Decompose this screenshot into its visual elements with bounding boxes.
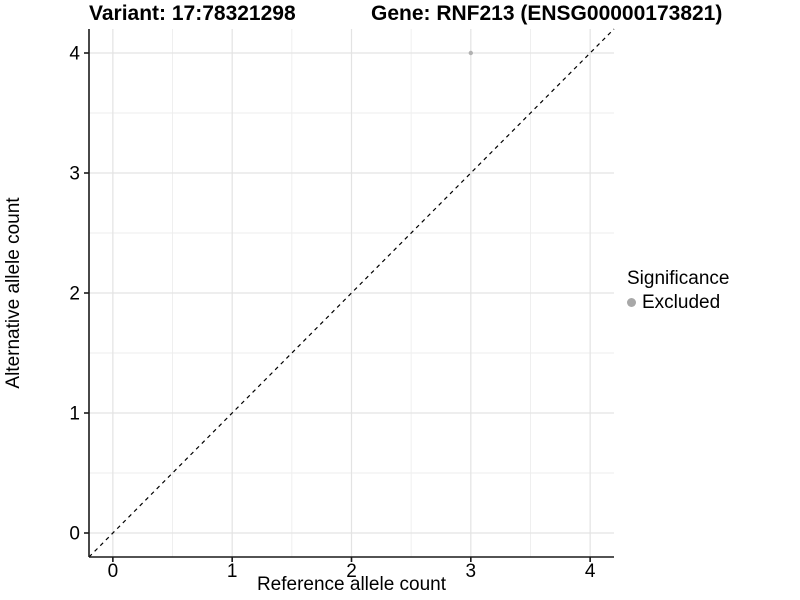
y-axis-tick-label: 2	[69, 284, 80, 305]
x-axis-tick-label: 1	[227, 561, 238, 582]
x-axis-title: Reference allele count	[256, 574, 447, 595]
y-axis-tick-label: 4	[69, 44, 80, 65]
x-axis-tick-label: 4	[585, 561, 596, 582]
y-axis-tick-label: 1	[69, 404, 80, 425]
x-axis-tick-label: 0	[108, 561, 119, 582]
y-axis-tick-label: 3	[69, 164, 80, 185]
y-axis-title: Alternative allele count	[3, 197, 24, 389]
legend-key-dot	[627, 298, 636, 307]
legend-item-excluded: Excluded	[627, 291, 729, 314]
legend-title: Significance	[627, 268, 730, 289]
x-axis-tick-label: 3	[466, 561, 477, 582]
legend-item-label: Excluded	[642, 292, 721, 313]
data-point-excluded	[468, 50, 474, 56]
legend: Significance Excluded	[627, 267, 729, 314]
plot-title-gene: Gene: RNF213 (ENSG00000173821)	[371, 2, 723, 25]
x-axis-tick-label: 2	[346, 561, 357, 582]
y-axis-tick-label: 0	[69, 524, 80, 545]
plot-title-variant: Variant: 17:78321298	[89, 2, 296, 25]
